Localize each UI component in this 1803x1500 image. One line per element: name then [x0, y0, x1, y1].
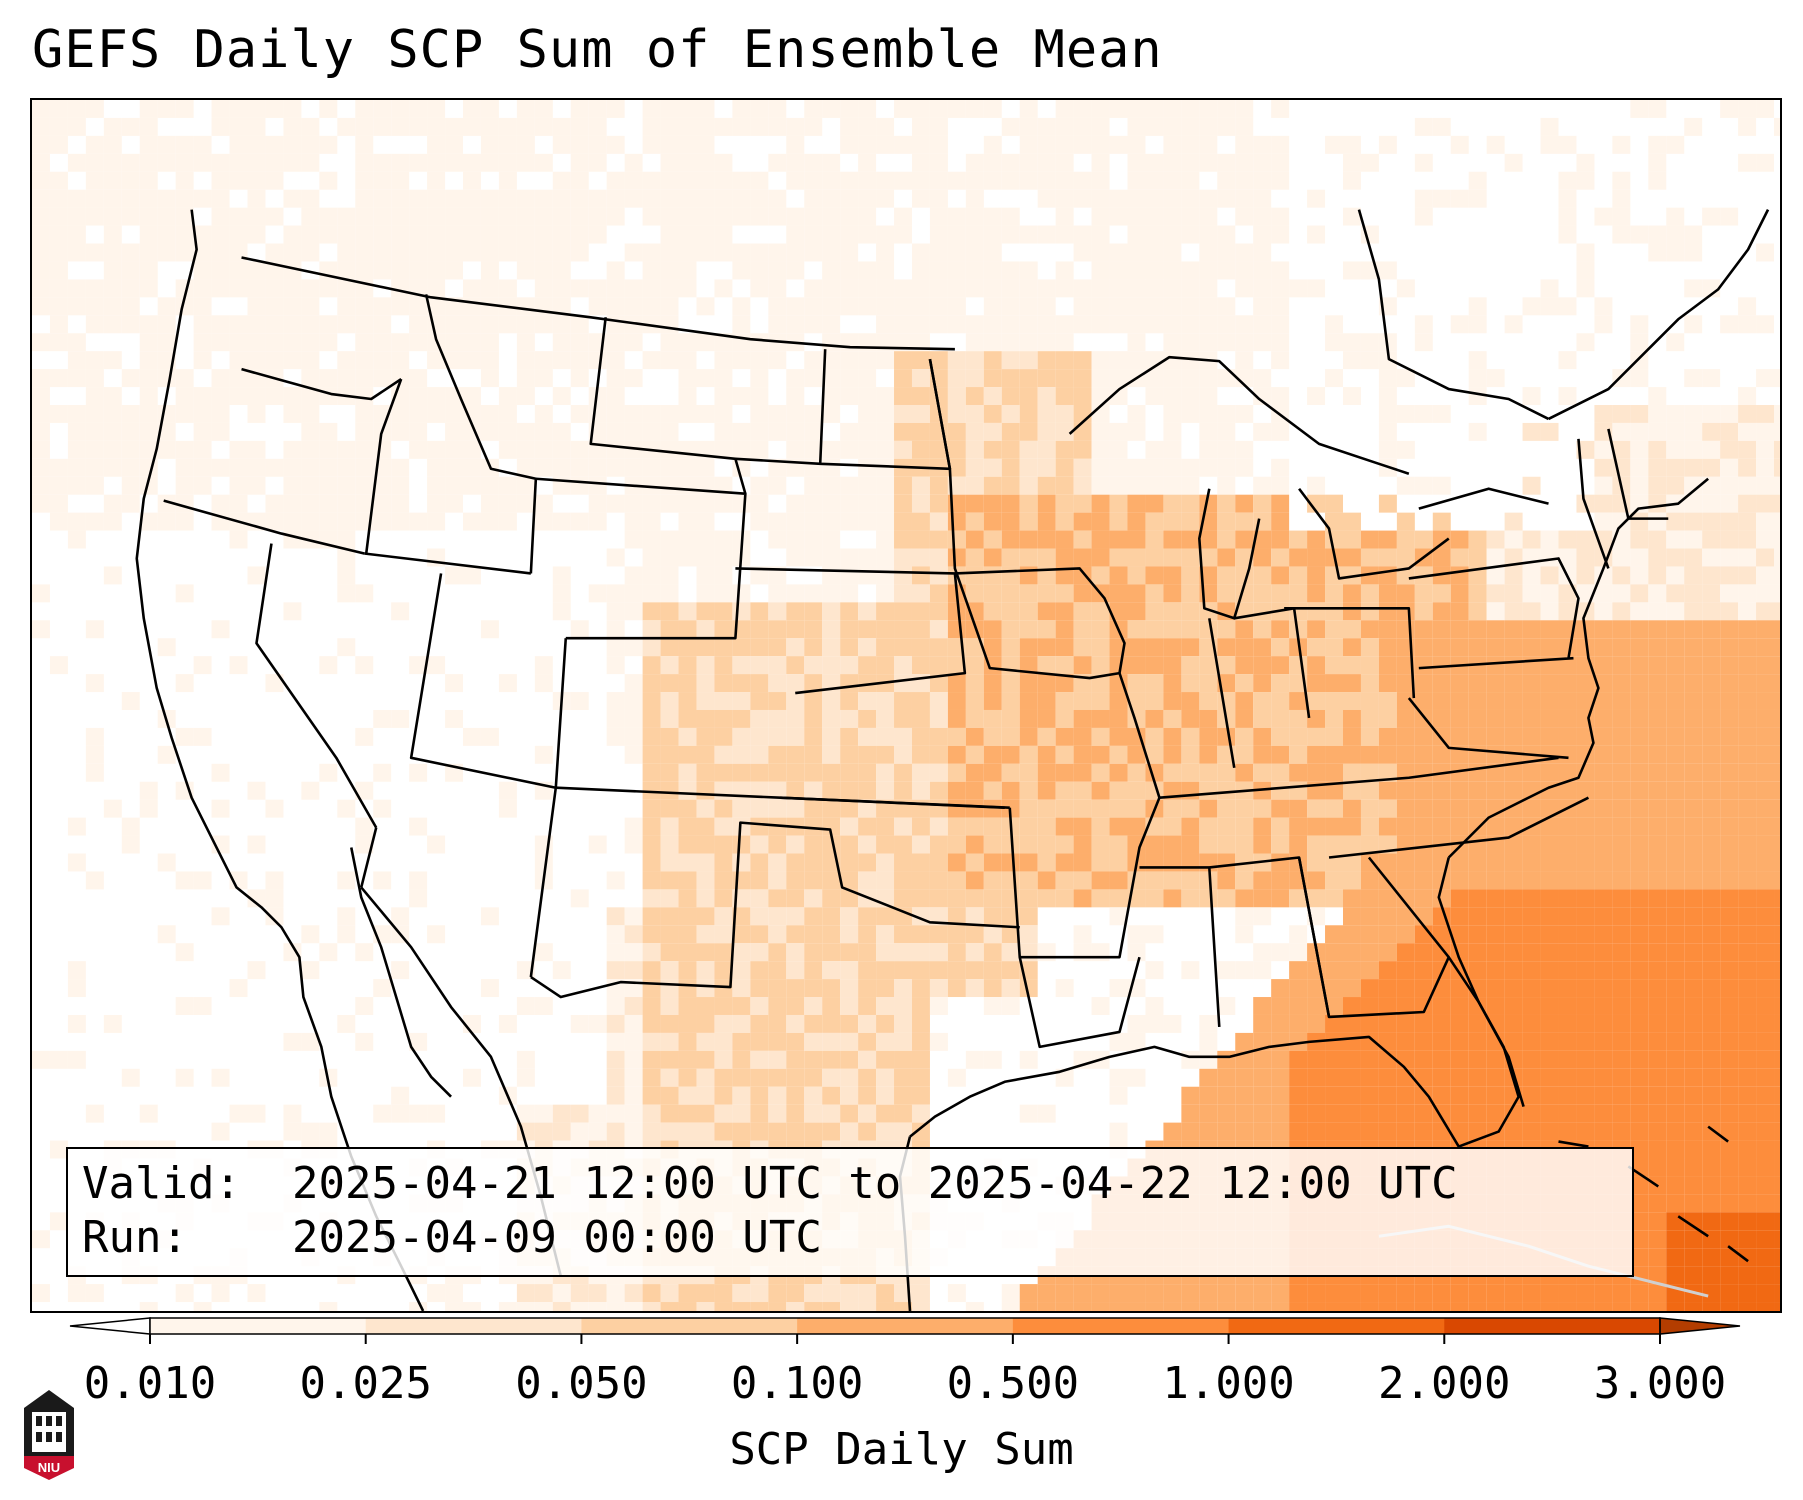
lake-ontario	[1418, 487, 1549, 510]
valid-key: Valid:	[82, 1158, 241, 1209]
or-ca-border	[163, 499, 365, 555]
colorbar-segment	[1228, 1318, 1445, 1334]
ks-ok	[780, 796, 1010, 809]
colorbar-segment	[797, 1318, 1014, 1334]
mt-dakotas	[589, 317, 747, 495]
mo-ar-ok	[1008, 797, 1161, 959]
run-row: Run: 2025-04-09 00:00 UTC	[82, 1211, 1632, 1265]
colorbar-tick-label: 2.000	[1378, 1358, 1511, 1409]
colorbar-tick-label: 3.000	[1593, 1358, 1727, 1409]
scp-field-map	[32, 100, 1780, 1311]
colorbar	[69, 1317, 1741, 1344]
canada-maritime	[1547, 209, 1770, 421]
colorbar-tick-label: 0.010	[83, 1358, 217, 1409]
baja-coastline	[349, 847, 452, 1098]
colorbar-tick-label: 0.025	[299, 1358, 432, 1409]
map-title: GEFS Daily SCP Sum of Ensemble Mean	[32, 20, 1163, 80]
ga-sc-fl	[1297, 856, 1451, 1019]
west-coastline	[135, 209, 425, 1311]
canada-border-west	[241, 256, 955, 351]
wv-va-nc	[1328, 697, 1590, 859]
nv-ut-az	[409, 573, 557, 789]
ar-la-ms	[1018, 956, 1141, 1049]
colorbar-tick-label: 1.000	[1162, 1358, 1295, 1409]
colorbar-tick-label: 0.100	[730, 1358, 864, 1409]
colorbar-tick-label: 0.500	[946, 1358, 1080, 1409]
nv-az	[359, 827, 378, 888]
valid-row: Valid: 2025-04-21 12:00 UTC to 2025-04-22…	[82, 1157, 1632, 1211]
colorbar-tick-label: 0.050	[515, 1358, 648, 1409]
bahamas-islands	[1558, 1125, 1749, 1263]
lake-huron-erie	[1298, 487, 1450, 580]
valid-value: 2025-04-21 12:00 UTC to 2025-04-22 12:00…	[292, 1158, 1458, 1209]
nm-tx	[530, 821, 1020, 999]
map-frame	[30, 98, 1782, 1313]
validity-info-box: Valid: 2025-04-21 12:00 UTC to 2025-04-22…	[66, 1147, 1634, 1277]
pa-ny-border	[1408, 557, 1580, 670]
run-value: 2025-04-09 00:00 UTC	[292, 1212, 822, 1263]
state-boundaries	[135, 209, 1770, 1311]
colorbar-segment	[365, 1318, 582, 1334]
colorbar-label: SCP Daily Sum	[729, 1424, 1074, 1475]
scp-shading-layer	[32, 100, 1780, 1311]
colorbar-segment	[581, 1318, 798, 1334]
run-key: Run:	[82, 1212, 188, 1263]
id-nv-ut	[364, 552, 532, 575]
or-id-border	[364, 378, 403, 554]
colorbar-extend-high	[1659, 1317, 1741, 1335]
mn-ia-wi	[928, 358, 1120, 680]
atlantic-coastline	[1447, 477, 1709, 859]
id-wy-mt	[424, 294, 538, 574]
colorbar-segment	[1444, 1318, 1661, 1334]
canada-interior	[1357, 209, 1550, 421]
florida-peninsula	[1447, 956, 1525, 1108]
niu-logo: NIU	[24, 1390, 74, 1480]
lake-superior	[1068, 355, 1410, 475]
colorbar-segment	[1012, 1318, 1230, 1334]
wy-co-ne	[535, 477, 747, 640]
ia-mo-il	[954, 567, 1161, 799]
svg-text:NIU: NIU	[38, 1460, 60, 1475]
lake-michigan	[1198, 488, 1261, 620]
ky-oh-in	[1208, 607, 1416, 769]
colorbar-extend-low	[69, 1317, 151, 1335]
colorbar-segment	[150, 1318, 367, 1334]
ca-nv	[255, 543, 378, 829]
wa-or-border	[241, 367, 402, 401]
